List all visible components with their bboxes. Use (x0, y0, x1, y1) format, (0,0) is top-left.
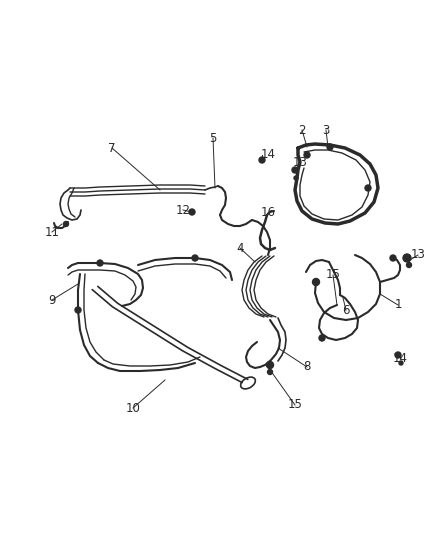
Circle shape (304, 152, 310, 158)
Text: 5: 5 (209, 132, 217, 144)
Circle shape (365, 185, 371, 191)
Text: 15: 15 (325, 269, 340, 281)
Circle shape (327, 144, 333, 150)
Text: 6: 6 (342, 303, 350, 317)
Text: 7: 7 (108, 141, 116, 155)
Text: 14: 14 (392, 351, 407, 365)
Text: 13: 13 (410, 248, 425, 262)
Text: 13: 13 (293, 157, 307, 169)
Circle shape (294, 176, 298, 180)
Text: 8: 8 (303, 360, 311, 374)
Circle shape (312, 279, 319, 286)
Text: 12: 12 (176, 204, 191, 216)
Circle shape (64, 222, 68, 227)
Text: 11: 11 (45, 225, 60, 238)
Circle shape (403, 254, 411, 262)
Circle shape (259, 157, 265, 163)
Circle shape (266, 361, 273, 368)
Text: 3: 3 (322, 124, 330, 136)
Circle shape (399, 361, 403, 365)
Circle shape (268, 369, 272, 375)
Circle shape (189, 209, 195, 215)
Text: 10: 10 (126, 401, 141, 415)
Circle shape (292, 167, 298, 173)
Circle shape (319, 335, 325, 341)
Text: 4: 4 (236, 241, 244, 254)
Text: 9: 9 (48, 294, 56, 306)
Text: 2: 2 (298, 124, 306, 136)
Circle shape (406, 262, 411, 268)
Text: 1: 1 (394, 298, 402, 311)
Text: 16: 16 (261, 206, 276, 220)
Circle shape (75, 307, 81, 313)
Text: 14: 14 (261, 149, 276, 161)
Circle shape (192, 255, 198, 261)
Circle shape (97, 260, 103, 266)
Circle shape (390, 255, 396, 261)
Text: 15: 15 (288, 399, 302, 411)
Circle shape (395, 352, 401, 358)
